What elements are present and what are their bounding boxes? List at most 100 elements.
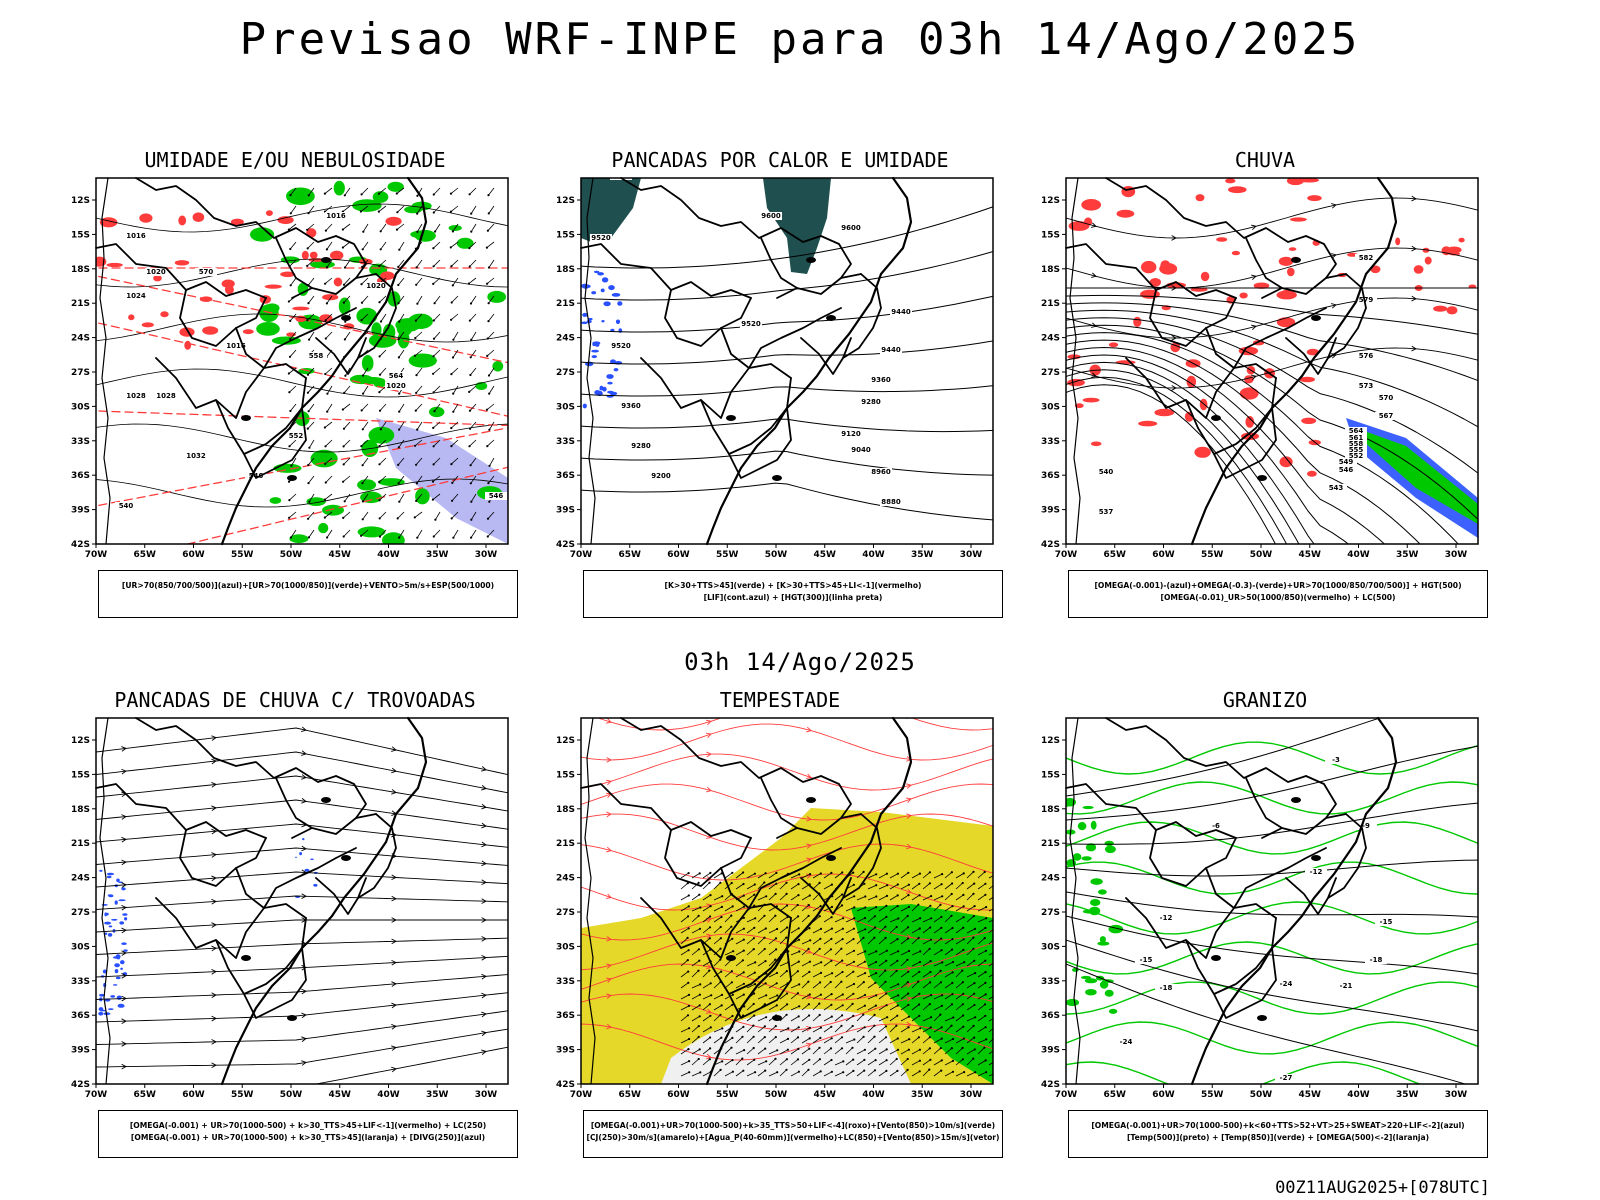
map-frame — [95, 717, 509, 1085]
temp850-green — [1098, 889, 1107, 895]
country-border — [357, 813, 397, 899]
wind-vector — [713, 937, 722, 945]
country-border — [1261, 273, 1347, 299]
wind-vector — [834, 938, 843, 945]
wind-vector-head — [962, 926, 965, 929]
wind-vector — [326, 295, 333, 304]
lat-tick-label: 39S — [1041, 1046, 1060, 1056]
wind-vector-head — [752, 948, 755, 951]
wind-vector — [845, 1059, 854, 1066]
legend-line: [OMEGA(-0.001)-(azul)+OMEGA(-0.3)-(verde… — [1094, 581, 1462, 590]
wind-vector-head — [985, 1071, 988, 1074]
wind-vector — [362, 457, 369, 466]
wind-vector-head — [995, 1047, 997, 1049]
wind-vector-head — [939, 903, 942, 906]
lif-blue — [601, 277, 609, 283]
wind-vector-head — [994, 937, 996, 939]
wind-vector — [362, 223, 369, 232]
rain-red — [1067, 378, 1085, 387]
wind-vector — [790, 883, 799, 890]
wind-vector — [342, 223, 351, 230]
wind-vector-head — [486, 445, 489, 448]
wind-vector-head — [885, 872, 888, 875]
wind-vector — [417, 187, 423, 197]
wind-vector-head — [930, 994, 933, 997]
wind-vector — [812, 1058, 821, 1066]
wind-vector-head — [468, 193, 471, 196]
wind-vector — [343, 295, 351, 303]
lat-tick-label: 42S — [71, 540, 90, 550]
streamline — [581, 843, 993, 881]
wind-vector — [735, 1015, 744, 1022]
wind-vector-head — [485, 246, 488, 249]
wind-vector-head — [908, 949, 911, 953]
contour-line — [581, 482, 993, 521]
contour-label: 1024 — [126, 292, 146, 300]
wind-vector — [856, 937, 864, 945]
wind-vector-head — [972, 1024, 975, 1027]
humidity-red — [322, 294, 339, 301]
wind-vector-head — [952, 960, 955, 964]
wind-vector — [922, 1047, 931, 1055]
divg-blue — [106, 875, 112, 879]
rain-red — [1116, 209, 1135, 218]
lat-tick-label: 21S — [556, 299, 575, 309]
wind-vector-head — [719, 1068, 722, 1071]
wind-vector — [342, 511, 351, 519]
wind-vector-head — [864, 972, 867, 975]
wind-vector — [856, 951, 866, 956]
wind-vector — [451, 367, 459, 375]
contour-line — [1066, 745, 1478, 821]
stream-arrow — [806, 873, 812, 879]
wind-vector-head — [841, 959, 844, 962]
wind-vector — [713, 959, 721, 967]
wind-vector-head — [830, 1015, 833, 1018]
divg-blue — [304, 868, 310, 872]
wind-vector — [433, 349, 441, 357]
wind-vector-head — [450, 463, 453, 466]
wind-vector-head — [306, 427, 309, 430]
lake — [726, 955, 736, 961]
stream-arrow — [605, 893, 612, 899]
wind-vector-head — [468, 247, 471, 250]
legend-line: [UR>70(850/700/500)](azul)+[UR>70(1000/8… — [121, 581, 495, 590]
wind-vector — [944, 1003, 953, 1011]
wind-vector-head — [431, 498, 434, 501]
wind-vector-head — [776, 994, 779, 997]
wind-vector-head — [452, 536, 455, 539]
wind-vector-head — [819, 872, 822, 875]
wind-vector-head — [952, 1037, 955, 1041]
country-border — [335, 235, 367, 279]
contour-line — [1066, 859, 1478, 877]
wind-vector-head — [434, 230, 437, 233]
rain-red — [1194, 446, 1211, 458]
wind-vector — [680, 927, 689, 934]
rain-red — [1245, 416, 1255, 428]
contour-label-bg — [1135, 956, 1157, 964]
wind-vector — [900, 1049, 910, 1055]
wind-vector-head — [469, 356, 472, 359]
wind-vector — [680, 1060, 690, 1066]
wind-vector — [966, 1049, 976, 1055]
wind-vector — [452, 385, 459, 394]
wind-vector-head — [830, 1037, 833, 1040]
wind-vector-head — [874, 981, 877, 984]
wind-vector-head — [786, 904, 789, 907]
contour-label: 1016 — [226, 342, 246, 350]
wind-vector — [433, 187, 441, 195]
wind-vector — [966, 993, 975, 1000]
contour-line — [96, 313, 508, 343]
wind-vector-head — [378, 480, 381, 484]
wind-vector — [779, 1069, 787, 1077]
wind-vector-head — [906, 981, 909, 984]
wind-vector — [433, 259, 441, 267]
lon-tick-label: 45W — [814, 550, 837, 560]
humidity-green — [306, 497, 326, 506]
wind-vector-head — [776, 927, 779, 931]
wind-vector — [713, 1028, 723, 1033]
contour-label-bg — [1345, 427, 1367, 435]
wind-vector-head — [996, 950, 998, 952]
contour-label-bg — [740, 320, 762, 328]
run-timestamp: 00Z11AUG2025+[078UTC] — [1275, 1178, 1490, 1198]
stream-arrow — [481, 766, 487, 772]
